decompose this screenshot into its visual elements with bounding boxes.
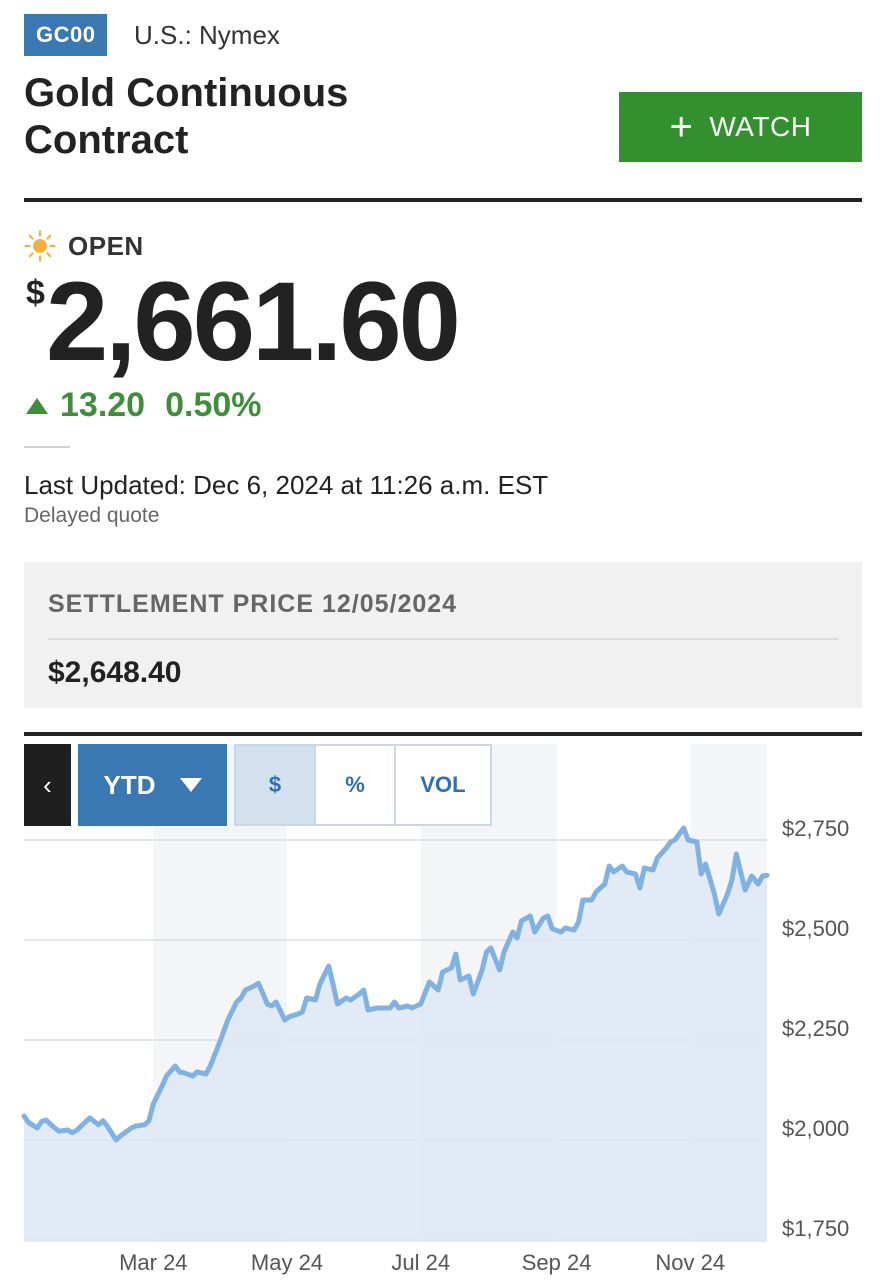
- change-value: 13.20: [60, 386, 146, 424]
- change-percent: 0.50%: [165, 386, 262, 424]
- y-tick-label: $1,750: [782, 1216, 849, 1241]
- chart-back-button[interactable]: ‹: [24, 744, 71, 826]
- toggle-dollar[interactable]: $: [236, 746, 316, 824]
- settlement-panel: SETTLEMENT PRICE 12/05/2024 $2,648.40: [24, 562, 862, 708]
- price-change: 13.20 0.50%: [26, 386, 262, 425]
- price-area-fill: [24, 828, 767, 1242]
- caret-down-icon: [179, 778, 202, 792]
- last-price: 2,661.60: [46, 259, 461, 384]
- delayed-quote-note: Delayed quote: [24, 504, 160, 527]
- currency-symbol: $: [26, 274, 45, 312]
- header-divider: [24, 198, 862, 202]
- status-label: OPEN: [68, 230, 144, 261]
- chevron-left-icon: ‹: [43, 769, 52, 800]
- y-axis-labels: $2,750 $2,500 $2,250 $2,000 $1,750: [782, 816, 849, 1241]
- watch-button-label: WATCH: [709, 111, 812, 142]
- sun-icon: [24, 230, 56, 262]
- x-tick-label: May 24: [251, 1250, 323, 1275]
- x-tick-label: Jul 24: [391, 1250, 450, 1275]
- x-axis-labels: Mar 24 May 24 Jul 24 Sep 24 Nov 24: [119, 1250, 725, 1275]
- market-status: OPEN: [24, 229, 144, 263]
- chart-mode-toggle: $ % VOL: [234, 744, 492, 826]
- up-arrow-icon: [26, 397, 48, 414]
- instrument-title: Gold Continuous Contract: [24, 71, 349, 162]
- range-label: YTD: [103, 769, 156, 800]
- y-tick-label: $2,500: [782, 916, 849, 941]
- range-select[interactable]: YTD: [78, 744, 227, 826]
- chart-divider: [24, 732, 862, 736]
- settlement-label: SETTLEMENT PRICE 12/05/2024: [48, 590, 458, 618]
- last-updated: Last Updated: Dec 6, 2024 at 11:26 a.m. …: [24, 470, 549, 500]
- plus-icon: +: [669, 105, 694, 149]
- y-tick-label: $2,000: [782, 1116, 849, 1141]
- y-tick-label: $2,750: [782, 816, 849, 841]
- toggle-volume[interactable]: VOL: [420, 772, 466, 797]
- y-tick-label: $2,250: [782, 1016, 849, 1041]
- price-line: [21, 825, 770, 1143]
- settlement-value: $2,648.40: [48, 656, 182, 689]
- x-tick-label: Nov 24: [655, 1250, 725, 1275]
- price-chart[interactable]: $2,750 $2,500 $2,250 $2,000 $1,750 Mar 24 May…: [0, 736, 886, 1280]
- x-tick-label: Sep 24: [522, 1250, 592, 1275]
- settlement-divider: [48, 638, 838, 640]
- ticker-badge: GC00: [24, 14, 108, 56]
- exchange-label: U.S.: Nymex: [134, 20, 280, 50]
- watch-button[interactable]: + WATCH: [619, 92, 862, 162]
- x-tick-label: Mar 24: [119, 1250, 187, 1275]
- divider: [24, 446, 70, 448]
- toggle-percent[interactable]: %: [316, 746, 396, 824]
